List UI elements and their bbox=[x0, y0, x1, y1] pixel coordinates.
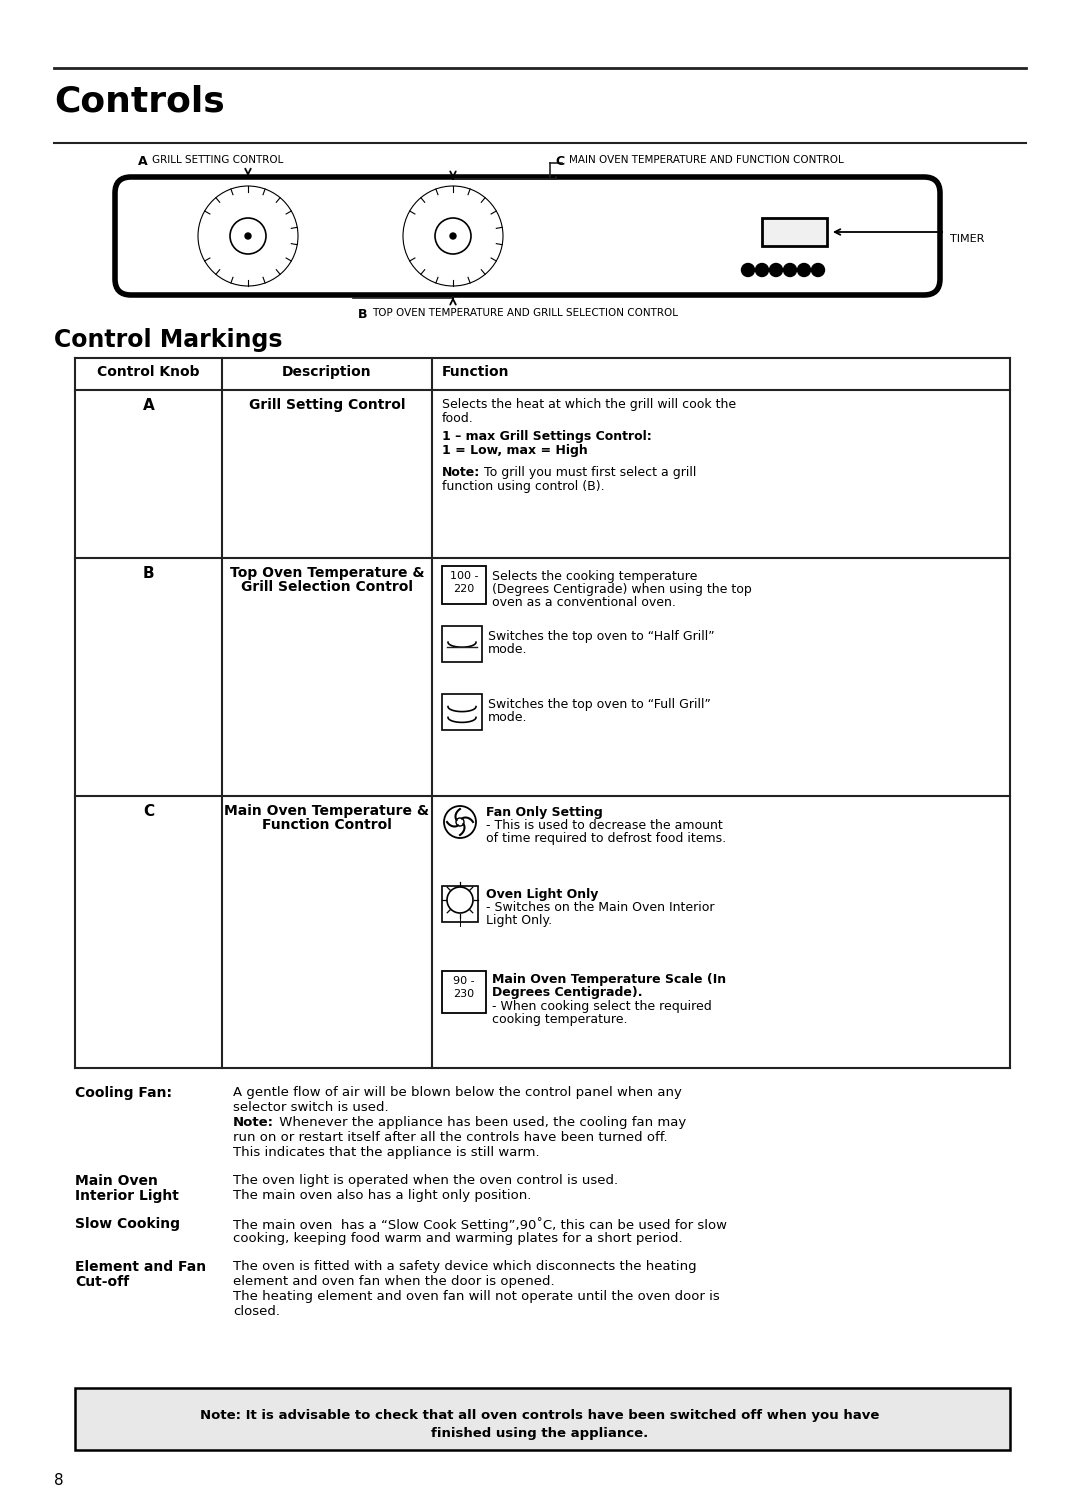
Text: Light Only.: Light Only. bbox=[486, 914, 552, 928]
Text: MAIN OVEN TEMPERATURE AND FUNCTION CONTROL: MAIN OVEN TEMPERATURE AND FUNCTION CONTR… bbox=[569, 156, 843, 165]
Text: mode.: mode. bbox=[488, 712, 527, 724]
Text: Cut-off: Cut-off bbox=[75, 1275, 130, 1289]
Text: - This is used to decrease the amount: - This is used to decrease the amount bbox=[486, 819, 723, 833]
Text: The oven is fitted with a safety device which disconnects the heating: The oven is fitted with a safety device … bbox=[233, 1260, 697, 1272]
Text: Top Oven Temperature &: Top Oven Temperature & bbox=[230, 567, 424, 580]
Text: 100 -: 100 - bbox=[449, 571, 478, 582]
Text: Oven Light Only: Oven Light Only bbox=[486, 888, 598, 901]
Circle shape bbox=[450, 233, 456, 239]
Bar bbox=[442, 567, 486, 604]
Text: 8: 8 bbox=[54, 1473, 64, 1488]
Text: Grill Setting Control: Grill Setting Control bbox=[248, 397, 405, 413]
Text: - When cooking select the required: - When cooking select the required bbox=[492, 1000, 712, 1012]
Text: The main oven  has a “Slow Cook Setting”,90˚C, this can be used for slow: The main oven has a “Slow Cook Setting”,… bbox=[233, 1216, 727, 1231]
Circle shape bbox=[742, 263, 755, 277]
Text: Control Markings: Control Markings bbox=[54, 328, 283, 352]
Text: Note:: Note: bbox=[233, 1117, 274, 1129]
Text: The heating element and oven fan will not operate until the oven door is: The heating element and oven fan will no… bbox=[233, 1290, 719, 1302]
Text: TIMER: TIMER bbox=[950, 234, 984, 243]
Text: element and oven fan when the door is opened.: element and oven fan when the door is op… bbox=[233, 1275, 555, 1287]
Text: Slow Cooking: Slow Cooking bbox=[75, 1216, 180, 1231]
Text: 230: 230 bbox=[454, 990, 474, 999]
Text: oven as a conventional oven.: oven as a conventional oven. bbox=[492, 595, 676, 609]
Text: GRILL SETTING CONTROL: GRILL SETTING CONTROL bbox=[152, 156, 283, 165]
Text: To grill you must first select a grill: To grill you must first select a grill bbox=[480, 465, 697, 479]
Text: TOP OVEN TEMPERATURE AND GRILL SELECTION CONTROL: TOP OVEN TEMPERATURE AND GRILL SELECTION… bbox=[372, 308, 678, 317]
Bar bbox=[442, 626, 482, 662]
FancyBboxPatch shape bbox=[114, 177, 940, 295]
Text: 1 = Low, max = High: 1 = Low, max = High bbox=[442, 444, 588, 456]
Text: Grill Selection Control: Grill Selection Control bbox=[241, 580, 413, 594]
Bar bbox=[442, 694, 482, 730]
Text: This indicates that the appliance is still warm.: This indicates that the appliance is sti… bbox=[233, 1145, 540, 1159]
Text: Function Control: Function Control bbox=[262, 817, 392, 833]
Text: Selects the cooking temperature: Selects the cooking temperature bbox=[492, 570, 698, 583]
Text: B: B bbox=[143, 567, 154, 582]
Text: mode.: mode. bbox=[488, 644, 527, 656]
Circle shape bbox=[756, 263, 769, 277]
Text: I: I bbox=[459, 919, 461, 929]
Text: A gentle flow of air will be blown below the control panel when any: A gentle flow of air will be blown below… bbox=[233, 1086, 681, 1098]
Text: closed.: closed. bbox=[233, 1306, 280, 1318]
Text: Main Oven Temperature Scale (In: Main Oven Temperature Scale (In bbox=[492, 973, 726, 987]
Text: cooking, keeping food warm and warming plates for a short period.: cooking, keeping food warm and warming p… bbox=[233, 1231, 683, 1245]
Text: run on or restart itself after all the controls have been turned off.: run on or restart itself after all the c… bbox=[233, 1132, 667, 1144]
Circle shape bbox=[811, 263, 824, 277]
Bar bbox=[75, 1389, 1010, 1451]
Bar bbox=[762, 218, 827, 246]
Text: Description: Description bbox=[282, 366, 372, 379]
Bar bbox=[442, 972, 486, 1012]
Text: of time required to defrost food items.: of time required to defrost food items. bbox=[486, 833, 726, 845]
Text: Controls: Controls bbox=[54, 85, 225, 119]
Text: C: C bbox=[143, 804, 154, 819]
Text: Main Oven: Main Oven bbox=[75, 1174, 158, 1188]
Text: 1 – max Grill Settings Control:: 1 – max Grill Settings Control: bbox=[442, 431, 651, 443]
Circle shape bbox=[769, 263, 783, 277]
Text: (Degrees Centigrade) when using the top: (Degrees Centigrade) when using the top bbox=[492, 583, 752, 595]
Text: Whenever the appliance has been used, the cooling fan may: Whenever the appliance has been used, th… bbox=[275, 1117, 686, 1129]
Text: Main Oven Temperature &: Main Oven Temperature & bbox=[225, 804, 430, 817]
Circle shape bbox=[245, 233, 251, 239]
Text: - Switches on the Main Oven Interior: - Switches on the Main Oven Interior bbox=[486, 901, 715, 914]
Text: finished using the appliance.: finished using the appliance. bbox=[431, 1426, 649, 1440]
Text: A: A bbox=[143, 397, 154, 413]
Text: Control Knob: Control Knob bbox=[97, 366, 200, 379]
Text: 90 -: 90 - bbox=[454, 976, 475, 987]
Text: function using control (B).: function using control (B). bbox=[442, 480, 605, 493]
Text: Fan Only Setting: Fan Only Setting bbox=[486, 805, 603, 819]
Text: cooking temperature.: cooking temperature. bbox=[492, 1012, 627, 1026]
Text: 220: 220 bbox=[454, 583, 474, 594]
Text: selector switch is used.: selector switch is used. bbox=[233, 1102, 389, 1114]
Text: The main oven also has a light only position.: The main oven also has a light only posi… bbox=[233, 1189, 531, 1201]
Text: Note: It is advisable to check that all oven controls have been switched off whe: Note: It is advisable to check that all … bbox=[200, 1408, 880, 1422]
Text: B: B bbox=[357, 308, 367, 320]
Text: Function: Function bbox=[442, 366, 510, 379]
Text: Interior Light: Interior Light bbox=[75, 1189, 179, 1203]
Text: Switches the top oven to “Half Grill”: Switches the top oven to “Half Grill” bbox=[488, 630, 715, 644]
Text: Element and Fan: Element and Fan bbox=[75, 1260, 206, 1274]
Text: Degrees Centigrade).: Degrees Centigrade). bbox=[492, 987, 643, 999]
Text: The oven light is operated when the oven control is used.: The oven light is operated when the oven… bbox=[233, 1174, 618, 1188]
Text: Cooling Fan:: Cooling Fan: bbox=[75, 1086, 172, 1100]
Bar bbox=[442, 885, 478, 922]
Text: Note:: Note: bbox=[442, 465, 481, 479]
Circle shape bbox=[783, 263, 797, 277]
Text: A: A bbox=[138, 156, 148, 168]
Text: C: C bbox=[555, 156, 564, 168]
Circle shape bbox=[797, 263, 810, 277]
Text: Selects the heat at which the grill will cook the: Selects the heat at which the grill will… bbox=[442, 397, 737, 411]
Text: food.: food. bbox=[442, 413, 474, 425]
Text: Switches the top oven to “Full Grill”: Switches the top oven to “Full Grill” bbox=[488, 698, 711, 712]
